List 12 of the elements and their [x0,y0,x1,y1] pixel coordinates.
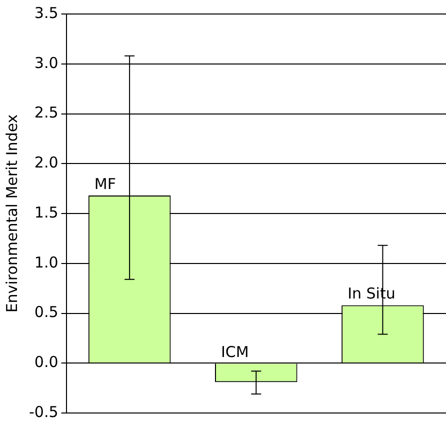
y-tick-label: 1.0 [34,253,58,272]
y-tick-label: 0.0 [34,353,58,372]
x-tick-label: ICM [220,343,249,362]
x-tick-label: MF [94,174,116,193]
y-tick-label: 2.0 [34,154,58,172]
y-tick-label: 0.5 [34,303,58,322]
y-tick-label: 3.5 [34,4,58,22]
y-tick-label: 3.0 [34,54,58,72]
y-tick-label: 2.5 [34,104,58,122]
y-axis-title: Environmental Merit Index [2,114,21,313]
y-tick-label: 1.5 [34,203,58,222]
y-tick-label: -0.5 [28,402,58,421]
